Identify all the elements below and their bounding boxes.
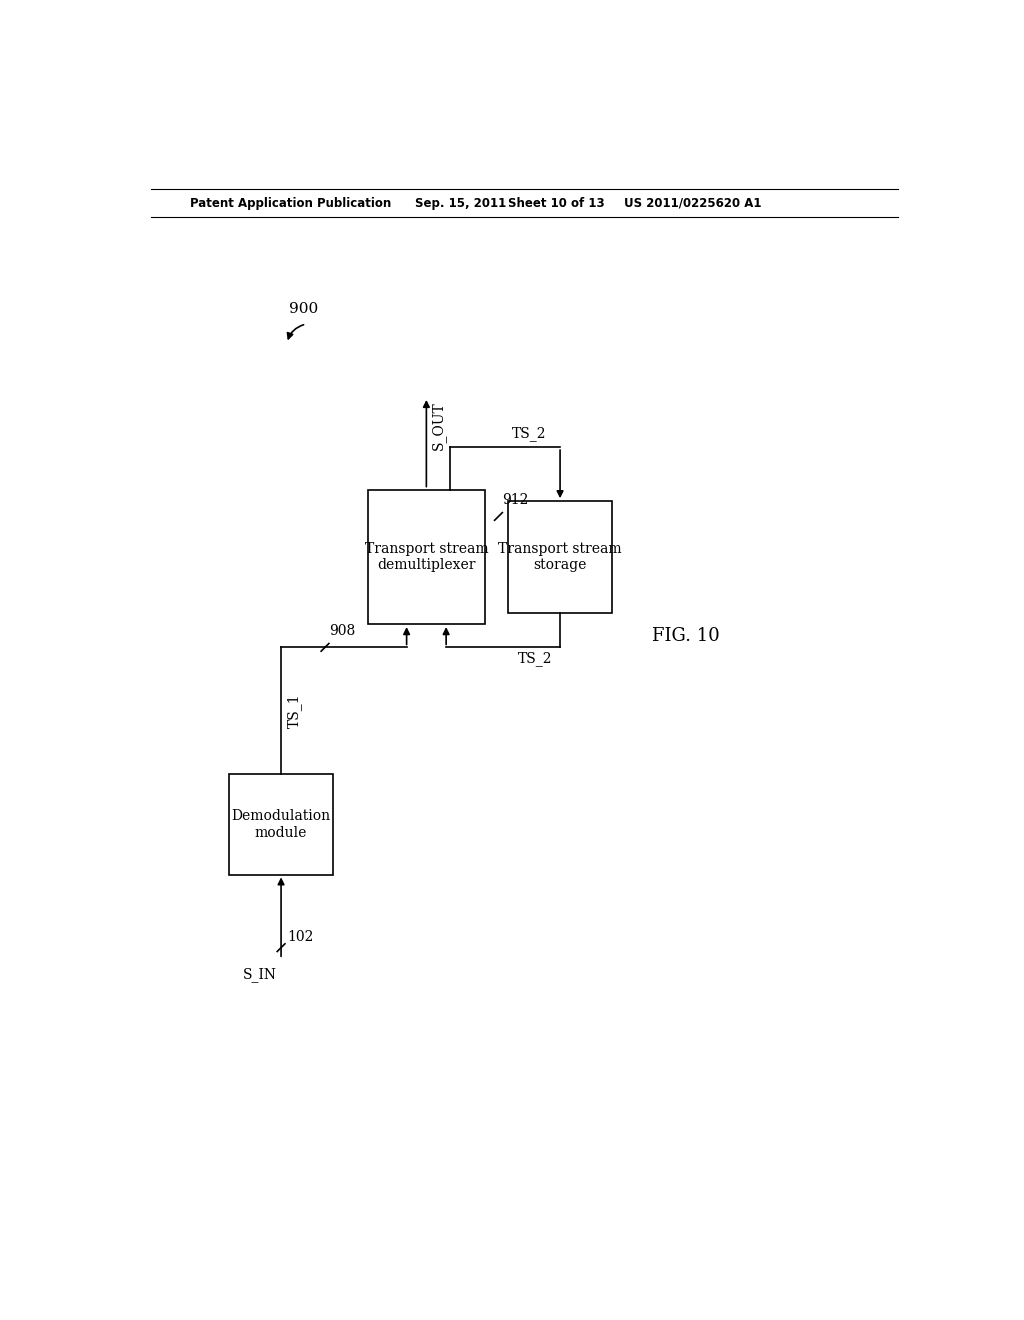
Text: 908: 908 (329, 624, 355, 638)
Text: 102: 102 (288, 929, 313, 944)
Bar (508, 502, 612, 612)
Text: US 2011/0225620 A1: US 2011/0225620 A1 (624, 197, 762, 210)
Text: FIG. 10: FIG. 10 (652, 627, 720, 644)
Text: S_OUT: S_OUT (431, 401, 445, 450)
Text: Sheet 10 of 13: Sheet 10 of 13 (508, 197, 604, 210)
Text: S_IN: S_IN (243, 966, 278, 982)
Text: Transport stream
storage: Transport stream storage (499, 541, 622, 572)
Text: Patent Application Publication: Patent Application Publication (190, 197, 391, 210)
Text: 900: 900 (289, 302, 318, 317)
Text: Demodulation
module: Demodulation module (231, 809, 331, 840)
Text: TS_2: TS_2 (512, 426, 546, 441)
Text: 912: 912 (503, 494, 528, 507)
Text: Sep. 15, 2011: Sep. 15, 2011 (415, 197, 506, 210)
Bar (228, 775, 334, 874)
Text: TS_1: TS_1 (288, 693, 302, 729)
Text: Transport stream
demultiplexer: Transport stream demultiplexer (365, 541, 488, 572)
Text: TS_2: TS_2 (518, 651, 552, 667)
Bar (369, 490, 484, 624)
